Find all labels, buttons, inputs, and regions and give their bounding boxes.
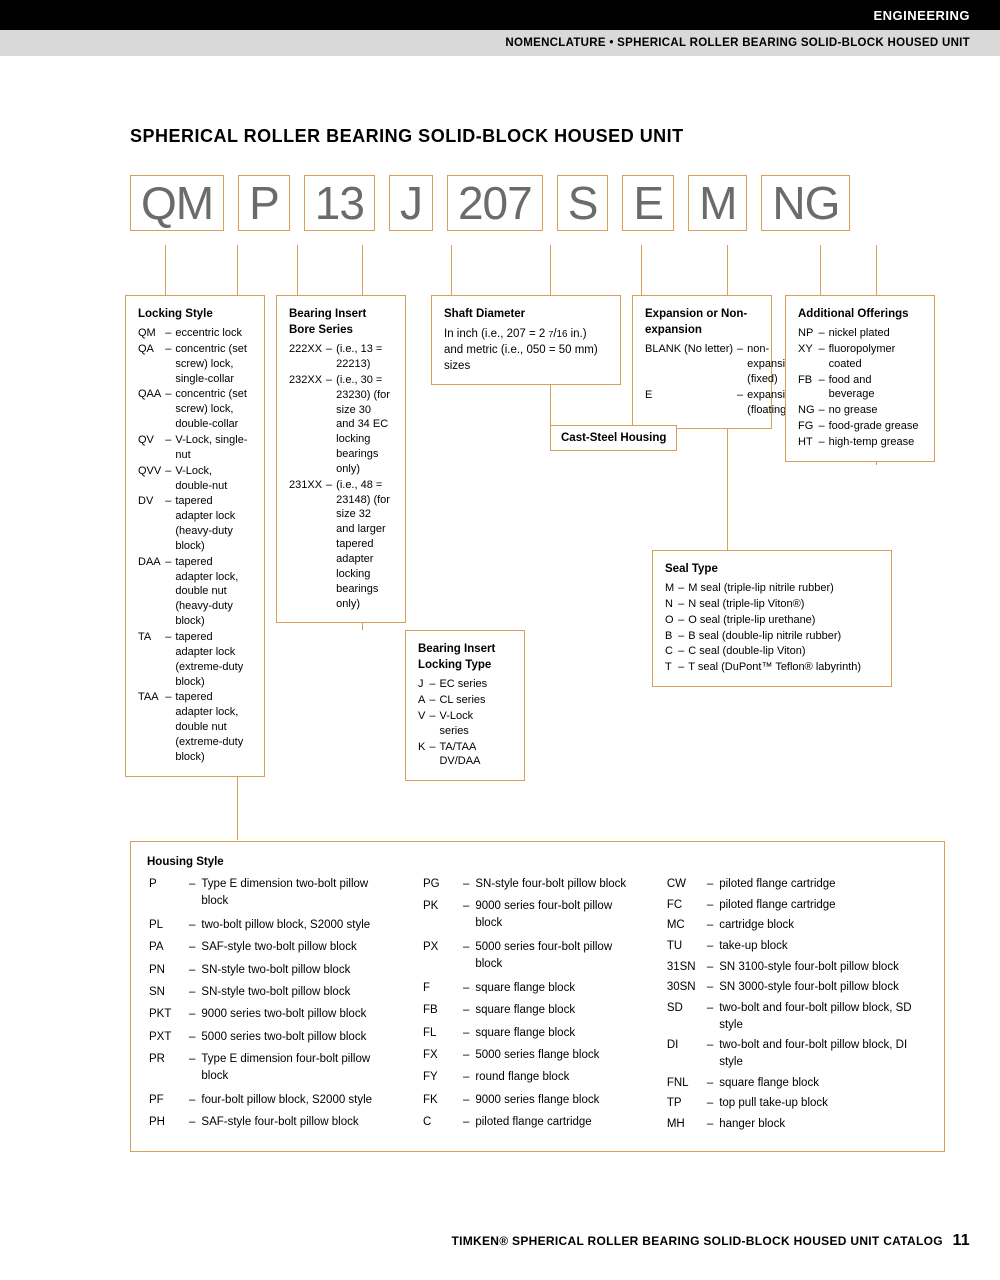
locking-type-title: Bearing Insert Locking Type <box>418 641 512 673</box>
bore-series-box: Bearing Insert Bore Series 222XX–(i.e., … <box>276 295 406 623</box>
expansion-title: Expansion or Non-expansion <box>645 306 759 338</box>
code-207: 207 <box>447 175 543 231</box>
page-number: 11 <box>952 1232 970 1249</box>
code-13: 13 <box>304 175 375 231</box>
locking-style-table: QM–eccentric lockQA–concentric (set scre… <box>138 326 252 765</box>
seal-type-table: M–M seal (triple-lip nitrile rubber)N–N … <box>665 581 864 676</box>
additional-title: Additional Offerings <box>798 306 922 322</box>
section-label: ENGINEERING <box>873 8 970 23</box>
housing-title: Housing Style <box>147 856 928 868</box>
sub-bar: NOMENCLATURE • SPHERICAL ROLLER BEARING … <box>0 30 1000 56</box>
content-area: SPHERICAL ROLLER BEARING SOLID-BLOCK HOU… <box>0 56 1000 1152</box>
page-title: SPHERICAL ROLLER BEARING SOLID-BLOCK HOU… <box>130 126 945 147</box>
housing-columns: P–Type E dimension two-bolt pillow block… <box>147 874 928 1137</box>
bore-series-title: Bearing Insert Bore Series <box>289 306 393 338</box>
top-bar: ENGINEERING <box>0 0 1000 30</box>
connector <box>297 245 298 295</box>
additional-box: Additional Offerings NP–nickel platedXY–… <box>785 295 935 462</box>
connector <box>820 245 821 295</box>
shaft-box: Shaft Diameter In inch (i.e., 207 = 2 7/… <box>431 295 621 385</box>
code-P: P <box>238 175 290 231</box>
seal-type-box: Seal Type M–M seal (triple-lip nitrile r… <box>652 550 892 687</box>
locking-style-box: Locking Style QM–eccentric lockQA–concen… <box>125 295 265 777</box>
housing-col2: PG–SN-style four-bolt pillow blockPK–900… <box>421 874 635 1137</box>
code-QM: QM <box>130 175 224 231</box>
code-NG: NG <box>761 175 850 231</box>
code-M: M <box>688 175 747 231</box>
expansion-table: BLANK (No letter)–non-expansion (fixed)E… <box>645 342 800 418</box>
housing-col3: CW–piloted flange cartridgeFC–piloted fl… <box>665 874 928 1137</box>
expansion-box: Expansion or Non-expansion BLANK (No let… <box>632 295 772 429</box>
housing-box: Housing Style P–Type E dimension two-bol… <box>130 841 945 1152</box>
bore-series-table: 222XX–(i.e., 13 = 22213)232XX–(i.e., 30 … <box>289 342 393 612</box>
locking-style-title: Locking Style <box>138 306 252 322</box>
locking-type-table: J–EC seriesA–CL seriesV–V-Lock seriesK–T… <box>418 677 499 770</box>
housing-col1: P–Type E dimension two-bolt pillow block… <box>147 874 391 1137</box>
code-J: J <box>389 175 433 231</box>
locking-type-box: Bearing Insert Locking Type J–EC seriesA… <box>405 630 525 781</box>
shaft-title: Shaft Diameter <box>444 306 608 322</box>
cast-steel-label: Cast-Steel Housing <box>550 425 677 451</box>
connector <box>641 245 642 295</box>
shaft-text: In inch (i.e., 207 = 2 7/16 in.) and met… <box>444 326 608 374</box>
additional-table: NP–nickel platedXY–fluoropolymer coatedF… <box>798 326 922 451</box>
nomenclature-codes: QM P 13 J 207 S E M NG <box>130 175 945 231</box>
footer: TIMKEN® SPHERICAL ROLLER BEARING SOLID-B… <box>451 1232 970 1250</box>
subtitle-label: NOMENCLATURE • SPHERICAL ROLLER BEARING … <box>505 37 970 49</box>
code-S: S <box>557 175 609 231</box>
footer-brand: TIMKEN® SPHERICAL ROLLER BEARING SOLID-B… <box>451 1234 942 1248</box>
seal-type-title: Seal Type <box>665 561 879 577</box>
connector <box>451 245 452 295</box>
connector <box>165 245 166 295</box>
code-E: E <box>622 175 674 231</box>
